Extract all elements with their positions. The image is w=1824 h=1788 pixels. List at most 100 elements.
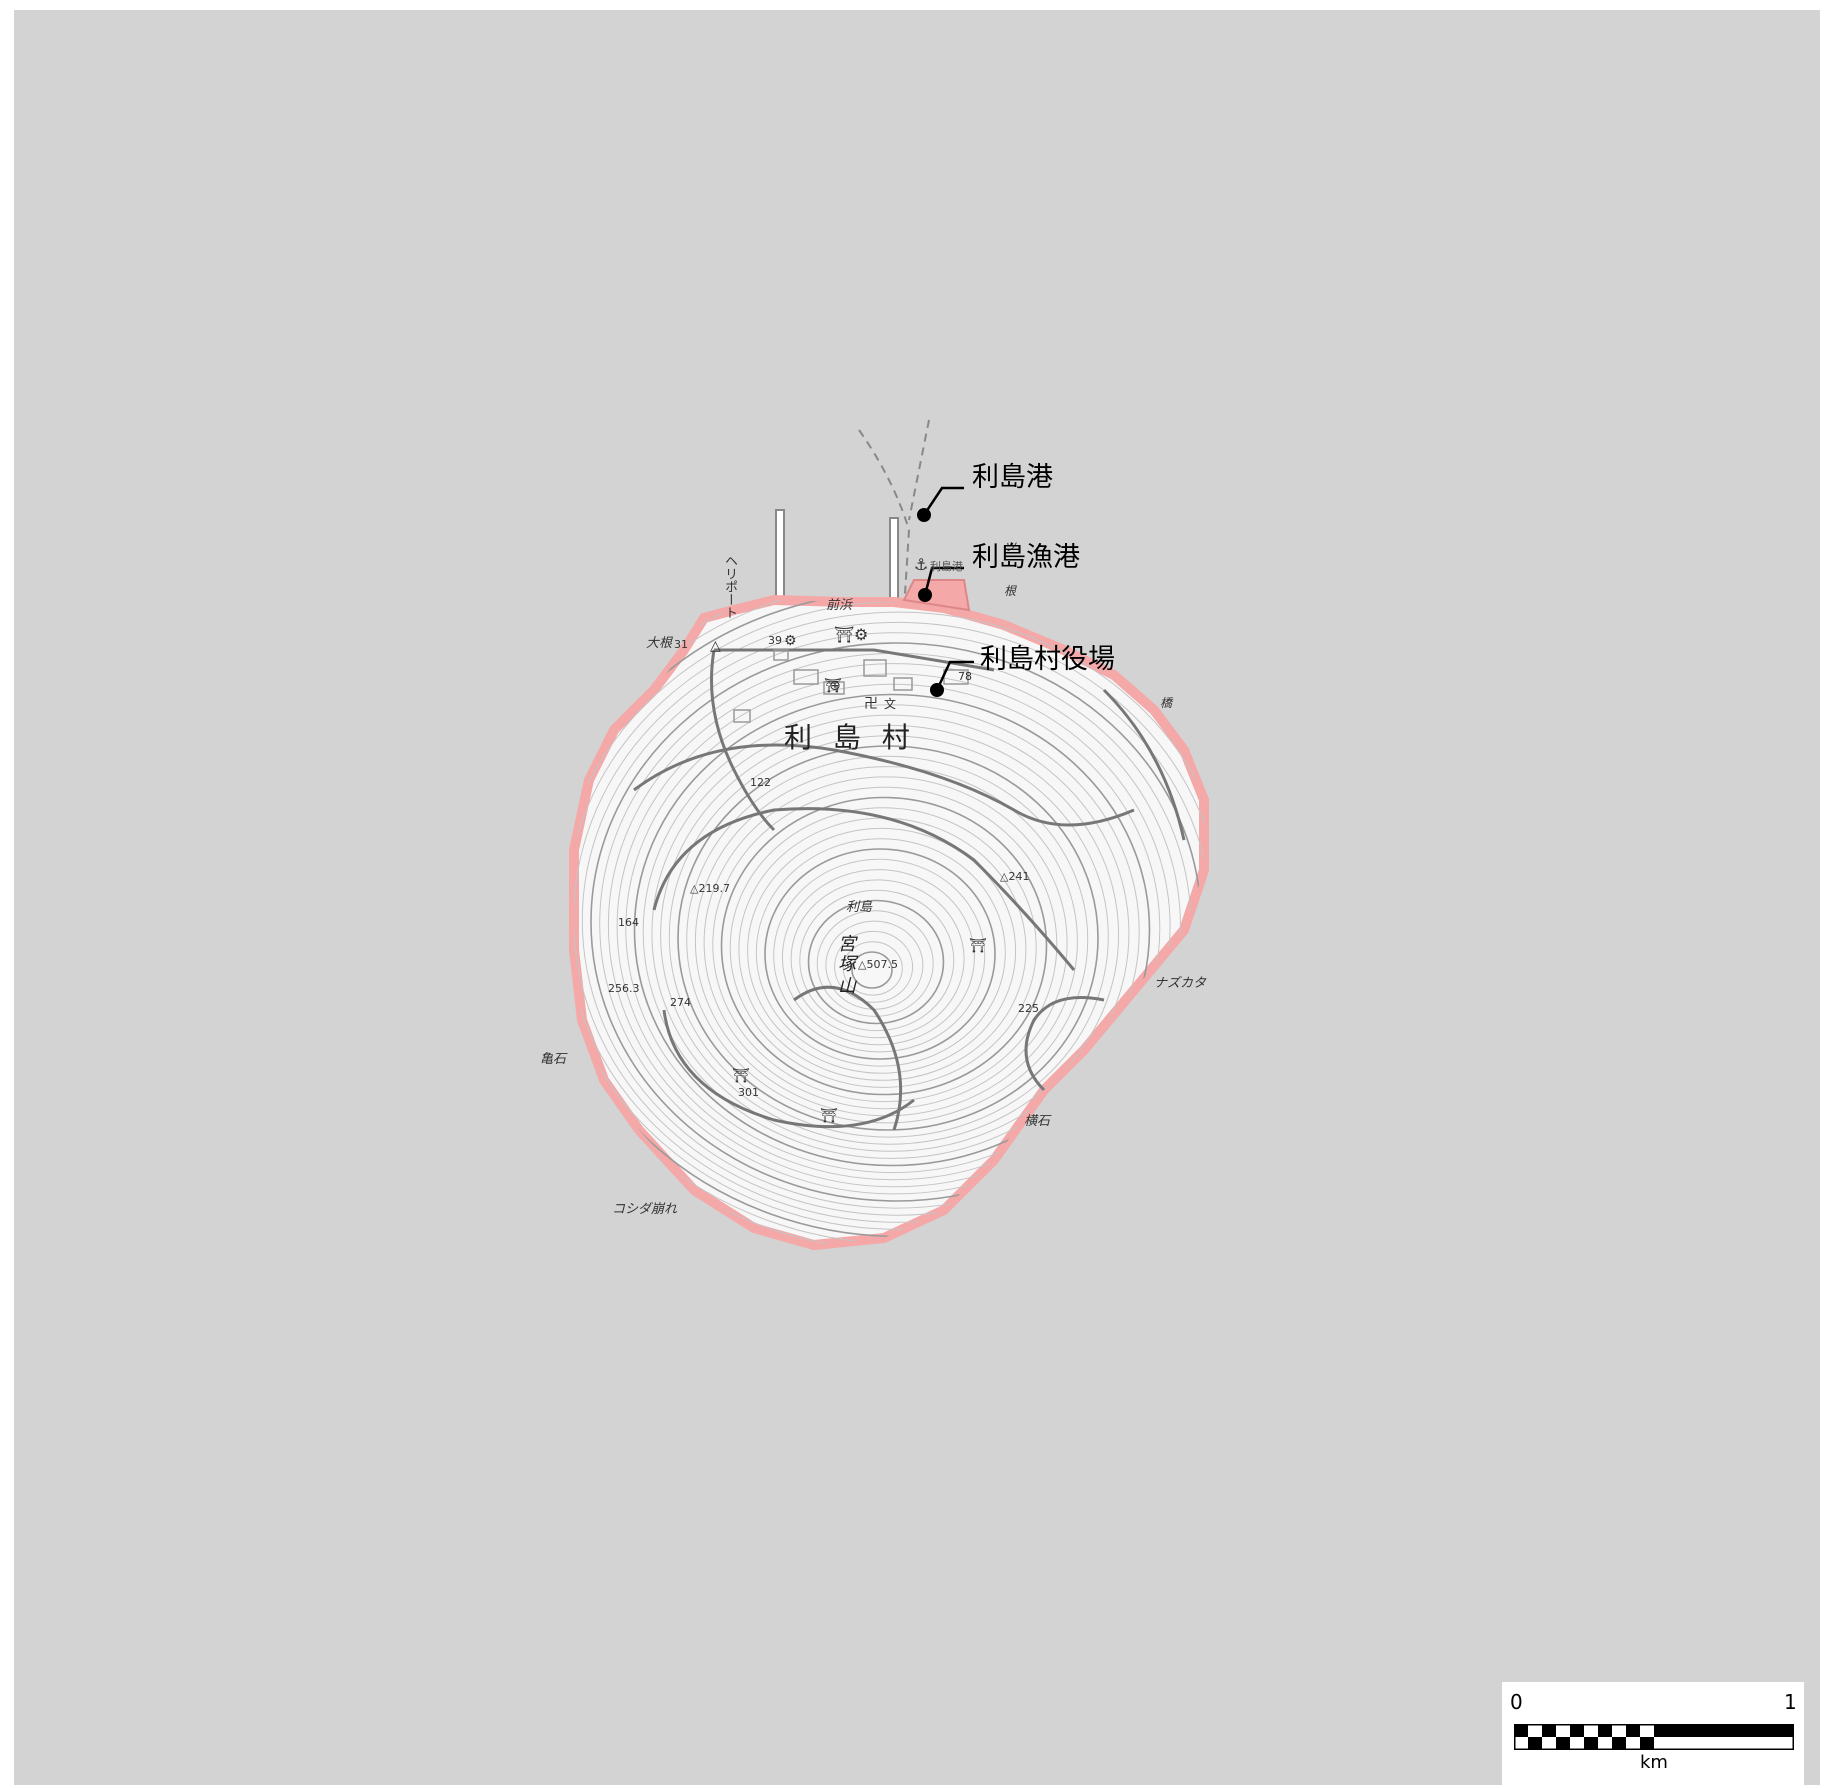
shrine-icon: ⛩ [969,938,987,954]
elevation-219: △219.7 [690,882,730,895]
elevation-274: 274 [670,996,691,1009]
contour-line [747,827,1017,1074]
contour-line [703,776,1068,1110]
callout-port[interactable]: 利島港 [972,462,1053,493]
maehama-label: 前浜 [826,598,853,613]
nazukata-label: ナズカタ [1154,976,1207,991]
contour-line [842,941,903,996]
village-label: 利 島 村 [784,721,916,754]
koshida-label: コシダ崩れ [612,1202,678,1217]
scale-unit-label: km [1640,1752,1668,1773]
roads [633,648,1186,1131]
scale-segment [1542,1737,1556,1750]
contour-line [660,724,1120,1145]
contour-line [755,838,1006,1067]
mountain-label-b: 塚 [838,954,856,975]
elevation-39: 39 [768,634,782,647]
contour-line [790,879,965,1039]
yokoishi-label: 横石 [1024,1114,1051,1129]
contour-line [686,755,1089,1124]
scale-bar-graphic [1514,1724,1794,1750]
scale-segment [1612,1724,1626,1737]
contour-line [668,735,1109,1138]
contour-line [574,611,1204,1223]
contour-line [712,786,1058,1103]
harbor-quay [902,579,971,612]
map-frame[interactable]: ⛩ ⛩ ⛩ ⛩ ⛩ ⚙ ⚓ △ ⚙ ⊕ 卍 文 利 島 村 宮 塚 山 利島 前… [14,10,1820,1785]
heliport-label: ヘリポート [722,554,737,619]
scale-segment [1542,1724,1556,1737]
scale-bar: 0 1 km [1502,1682,1804,1785]
scale-segment [1570,1724,1584,1737]
scale-end-label: 1 [1784,1690,1797,1714]
port-marker[interactable] [917,508,931,522]
elevation-31: 31 [674,638,688,651]
elevation-241: △241 [1000,870,1030,883]
scale-segment [1598,1724,1612,1737]
scale-segment [1556,1724,1570,1737]
tsu-label: ツ [1004,540,1017,554]
contour-line [642,704,1140,1159]
mountain-label-a: 宮 [838,934,856,955]
elevation-78: 78 [958,670,972,683]
shrine-icon: ⛩ [824,678,842,694]
shrine-icon: ⛩ [732,1068,750,1084]
triangulation-icon: △ [710,638,721,654]
fishing-port-marker[interactable] [918,588,932,602]
scale-segment [1612,1737,1626,1750]
scale-segment [1640,1737,1654,1750]
scale-segment [1598,1737,1612,1750]
ne-label: 根 [1004,584,1017,598]
scale-segment [1514,1724,1528,1737]
contour-line [651,714,1130,1152]
elevation-256: 256.3 [608,982,640,995]
toshima-label: 利島 [846,900,873,915]
scale-segment [1584,1724,1598,1737]
contour-line [807,899,945,1025]
contour-line [574,621,1204,1216]
hashi-label: 橋 [1160,696,1173,710]
scale-segment [1556,1737,1570,1750]
shrine-icon: ⛩ [834,625,854,644]
contour-line [729,807,1037,1088]
scale-segment [1626,1737,1640,1750]
village-office-marker[interactable] [930,683,944,697]
ferry-route-2 [908,419,930,521]
callout-fishing-port[interactable]: 利島漁港 [972,542,1080,573]
scale-segment [1514,1737,1528,1750]
mountain-label-c: 山 [838,976,856,997]
callout-pointers [922,486,974,691]
elevation-225: 225 [1018,1002,1039,1015]
scale-segment [1528,1737,1542,1750]
scale-segment [1654,1737,1794,1750]
shrine-icon: ⛩ [820,1108,838,1124]
toshima-port-small-label: 利島港 [930,560,963,573]
contour-line [773,858,986,1053]
scale-segment [1626,1724,1640,1737]
callout-village-office[interactable]: 利島村役場 [980,644,1115,675]
contour-line [633,693,1151,1167]
elevation-122: 122 [750,776,771,789]
elevation-164: 164 [618,916,639,929]
contour-line [851,951,893,989]
gear-icon: ⚙ [784,633,797,649]
elevation-301: 301 [738,1086,759,1099]
contour-line [607,663,1181,1188]
topographic-map[interactable]: ⛩ ⛩ ⛩ ⛩ ⛩ ⚙ ⚓ △ ⚙ ⊕ 卍 文 [14,10,1820,1785]
contour-line [764,848,996,1060]
contour-line [625,683,1161,1174]
contour-line [720,796,1048,1096]
scale-segment [1654,1724,1794,1737]
post-office-icon: ⊕ [829,678,841,694]
temple-icon: 卍 [864,696,878,712]
kameishi-label: 亀石 [540,1052,567,1067]
school-icon: 文 [884,696,896,711]
elevation-peak: △507.5 [858,958,898,971]
contour-line [581,632,1204,1209]
contour-line [799,889,955,1032]
contour-line [816,910,934,1017]
gear-icon: ⚙ [854,625,868,644]
contour-line [677,745,1099,1131]
scale-segment [1570,1737,1584,1750]
contour-line [834,930,914,1003]
